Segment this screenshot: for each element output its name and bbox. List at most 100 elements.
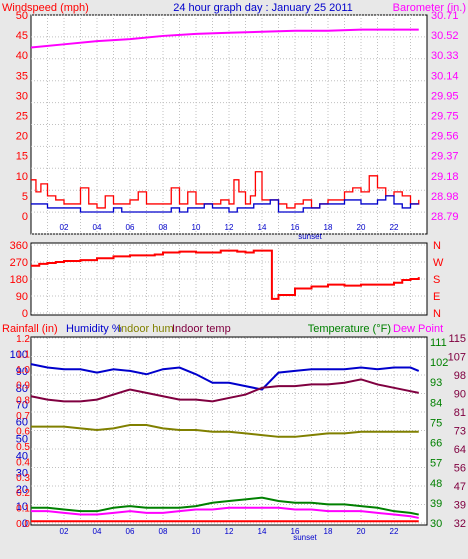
- wind-gust-line: [31, 171, 420, 209]
- barometer-tick-label: 28.98: [431, 191, 459, 203]
- humidity-tick-label: 90: [16, 366, 28, 378]
- indoor-temp-line: [30, 378, 419, 403]
- temperature-tick-label: 93: [430, 377, 442, 389]
- temperature-tick-label: 30: [430, 518, 442, 530]
- wind-direction-line: [31, 249, 420, 300]
- humidity-x-tick-label: 10: [192, 527, 201, 536]
- temperature-f-line: [31, 496, 419, 516]
- humidity-x-tick-label: 04: [93, 527, 102, 536]
- humidity-right-tick-labels: 32 39 47 56 64 73 81 90 98 107 115 30 39 48 57 66 75 84 93…: [430, 333, 466, 530]
- barometer-tick-label: 29.18: [431, 171, 459, 183]
- graph-title: 24 hour graph day : January 25 2011: [173, 2, 353, 14]
- wind-tick-labels: 0 5 10 15 20 25 30 35 40 45 50: [16, 10, 28, 223]
- humidity-tick-label: 70: [16, 400, 28, 412]
- barometer-tick-label: 30.52: [431, 30, 459, 42]
- direction-compass-label: N: [433, 308, 441, 320]
- humidity-x-tick-label: 02: [60, 527, 69, 536]
- humidity-series: [30, 363, 420, 523]
- humidity-tick-label: 60: [16, 417, 28, 429]
- barometer-tick-label: 29.95: [431, 90, 459, 102]
- humidity-x-tick-label: 18: [324, 527, 333, 536]
- temperature-tick-label: 111: [430, 337, 447, 349]
- wind-x-tick-label: 18: [324, 223, 333, 232]
- rain-tick-label: 0.6: [16, 427, 30, 438]
- humidity-x-tick-label: 14: [258, 527, 267, 536]
- indoor-hum-axis-label: Indoor hum: [118, 323, 174, 335]
- wind-series: [30, 28, 420, 213]
- barometer-line: [30, 28, 419, 49]
- wind-tick-label: 45: [16, 30, 28, 42]
- indoor-tick-label: 73: [454, 426, 466, 438]
- humidity-tick-label: 80: [16, 383, 28, 395]
- barometer-axis-label: Barometer (in.): [393, 2, 466, 14]
- humidity-x-tick-labels: 02 04 06 08 10 12 14 16 18 20 22: [60, 527, 399, 536]
- indoor-temp-axis-label: Indoor temp: [172, 323, 231, 335]
- wind-tick-label: 50: [16, 10, 28, 22]
- humidity-x-tick-label: 06: [126, 527, 135, 536]
- wind-x-tick-label: 10: [192, 223, 201, 232]
- temperature-axis-label: Temperature (°F): [308, 323, 391, 335]
- wind-tick-label: 0: [22, 211, 28, 223]
- humidity-tick-label: 40: [16, 450, 28, 462]
- wind-x-tick-label: 08: [159, 223, 168, 232]
- wind-tick-label: 35: [16, 70, 28, 82]
- indoor-tick-label: 47: [454, 481, 466, 493]
- direction-series: [31, 249, 420, 300]
- dewpoint-axis-label: Dew Point: [393, 323, 443, 335]
- indoor-tick-label: 32: [454, 518, 466, 530]
- dew-point-line: [31, 506, 419, 519]
- humidity-tick-label: 20: [16, 484, 28, 496]
- rainfall-axis-label: Rainfall (in): [2, 323, 58, 335]
- indoor-tick-label: 90: [454, 389, 466, 401]
- direction-compass-label: E: [433, 291, 440, 303]
- temperature-tick-label: 48: [430, 478, 442, 490]
- rain-tick-label: 0.5: [16, 442, 30, 453]
- barometer-tick-label: 30.33: [431, 50, 459, 62]
- rain-tick-label: 1.2: [16, 334, 30, 345]
- wind-grid: [31, 14, 427, 235]
- wind-x-tick-label: 06: [126, 223, 135, 232]
- humidity-tick-label: 100: [10, 349, 28, 361]
- rain-tick-label: 1.1: [16, 349, 30, 360]
- barometer-tick-label: 29.56: [431, 131, 459, 143]
- temperature-tick-label: 39: [430, 498, 442, 510]
- wind-tick-label: 5: [22, 191, 28, 203]
- humidity-line: [30, 363, 420, 391]
- wind-x-tick-label: 14: [258, 223, 267, 232]
- direction-degree-label: 180: [10, 274, 28, 286]
- humidity-tick-label: 50: [16, 434, 28, 446]
- windspeed-axis-label: Windspeed (mph): [2, 2, 89, 14]
- direction-compass-label: N: [433, 240, 441, 252]
- direction-degree-label: 0: [22, 308, 28, 320]
- wind-x-tick-label: 04: [93, 223, 102, 232]
- humidity-x-tick-label: 22: [390, 527, 399, 536]
- barometer-tick-label: 30.71: [431, 10, 459, 22]
- wind-tick-label: 30: [16, 90, 28, 102]
- rain-tick-label: 0.4: [16, 457, 30, 468]
- rain-tick-label: 0.9: [16, 380, 30, 391]
- rain-tick-label: 0.3: [16, 473, 30, 484]
- humidity-tick-label: 10: [16, 501, 28, 513]
- humidity-sunset-label: sunset: [293, 533, 317, 542]
- direction-compass-label: S: [433, 274, 440, 286]
- wind-sunset-label: sunset: [298, 232, 322, 241]
- wind-tick-label: 25: [16, 111, 28, 123]
- direction-degree-labels: 0 90 180 270 360: [10, 240, 28, 320]
- humidity-axis-label: Humidity %: [66, 323, 122, 335]
- wind-x-tick-label: 20: [357, 223, 366, 232]
- wind-x-tick-label: 12: [225, 223, 234, 232]
- barometer-tick-label: 29.75: [431, 111, 459, 123]
- humidity-tick-label: 0: [22, 518, 28, 530]
- direction-degree-label: 270: [10, 257, 28, 269]
- indoor-tick-label: 39: [454, 500, 466, 512]
- indoor-tick-label: 98: [454, 370, 466, 382]
- indoor-tick-label: 56: [454, 463, 466, 475]
- wind-tick-label: 40: [16, 50, 28, 62]
- wind-tick-label: 15: [16, 151, 28, 163]
- temperature-tick-label: 84: [430, 397, 442, 409]
- humidity-left-tick-labels: 0 10 20 30 40 50 60 70 80 90 100 0.0 0.1 0.2 0.3 0.4 0.5…: [10, 334, 31, 530]
- rain-tick-label: 0.0: [16, 519, 30, 530]
- temperature-tick-label: 57: [430, 458, 442, 470]
